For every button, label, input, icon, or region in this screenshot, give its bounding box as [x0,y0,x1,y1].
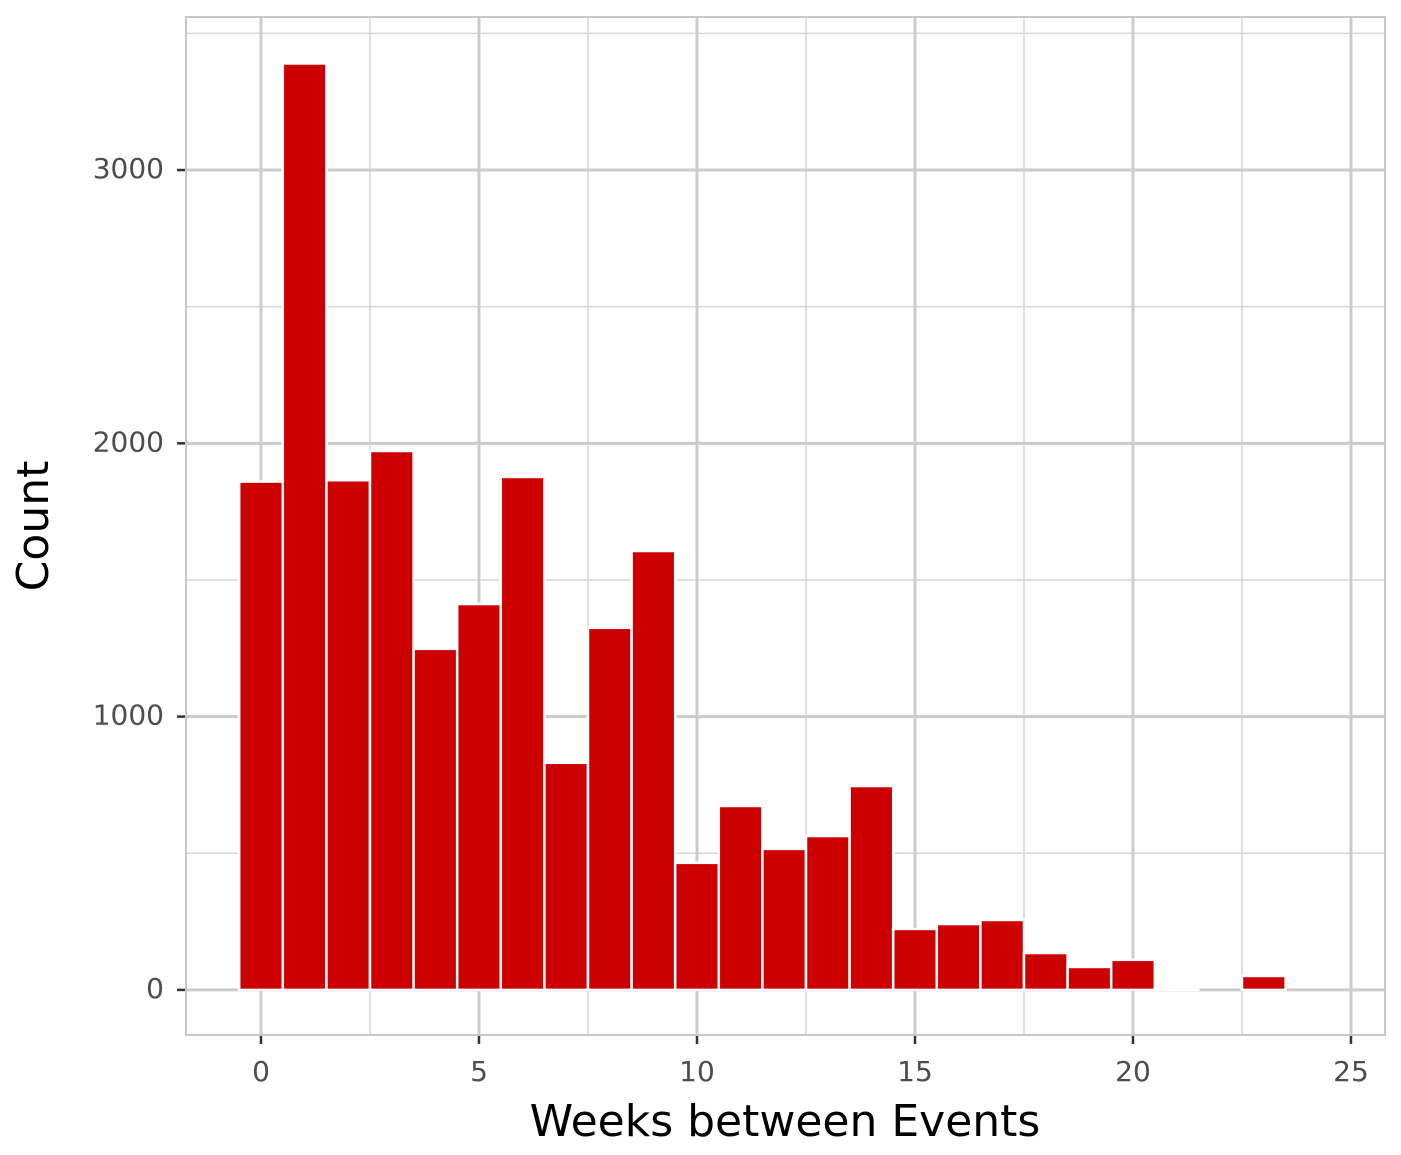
bar [543,761,590,992]
panel-border [185,16,1386,1036]
bar [804,834,851,992]
bar [455,602,503,992]
x-tick-label: 25 [1333,1055,1369,1088]
bar [673,861,721,992]
y-axis-title: Count [8,461,59,592]
bar [935,922,982,992]
bar [368,449,415,992]
bar [630,549,677,992]
bar [412,647,459,992]
x-tick-label: 20 [1115,1055,1151,1088]
bar [717,804,764,992]
bar [499,475,546,992]
bar [891,927,939,992]
y-tick-label: 3000 [93,152,164,185]
bar [586,626,633,992]
y-tick-label: 1000 [93,699,164,732]
bar [1153,986,1200,992]
x-axis-title: Weeks between Events [530,1096,1041,1147]
x-tick-label: 10 [679,1055,715,1088]
bar [237,480,285,992]
x-tick-label: 15 [897,1055,933,1088]
bar [761,847,808,992]
x-tick-label: 5 [470,1055,488,1088]
y-tick-label: 0 [146,972,164,1005]
bar [1066,965,1113,992]
bar [1022,951,1069,992]
bar [1240,974,1287,992]
bar [325,478,372,992]
bar [1109,958,1157,992]
x-tick-label: 0 [252,1055,270,1088]
bar [281,62,328,992]
bar [848,784,895,992]
y-tick-label: 2000 [93,425,164,458]
bar [979,918,1026,992]
